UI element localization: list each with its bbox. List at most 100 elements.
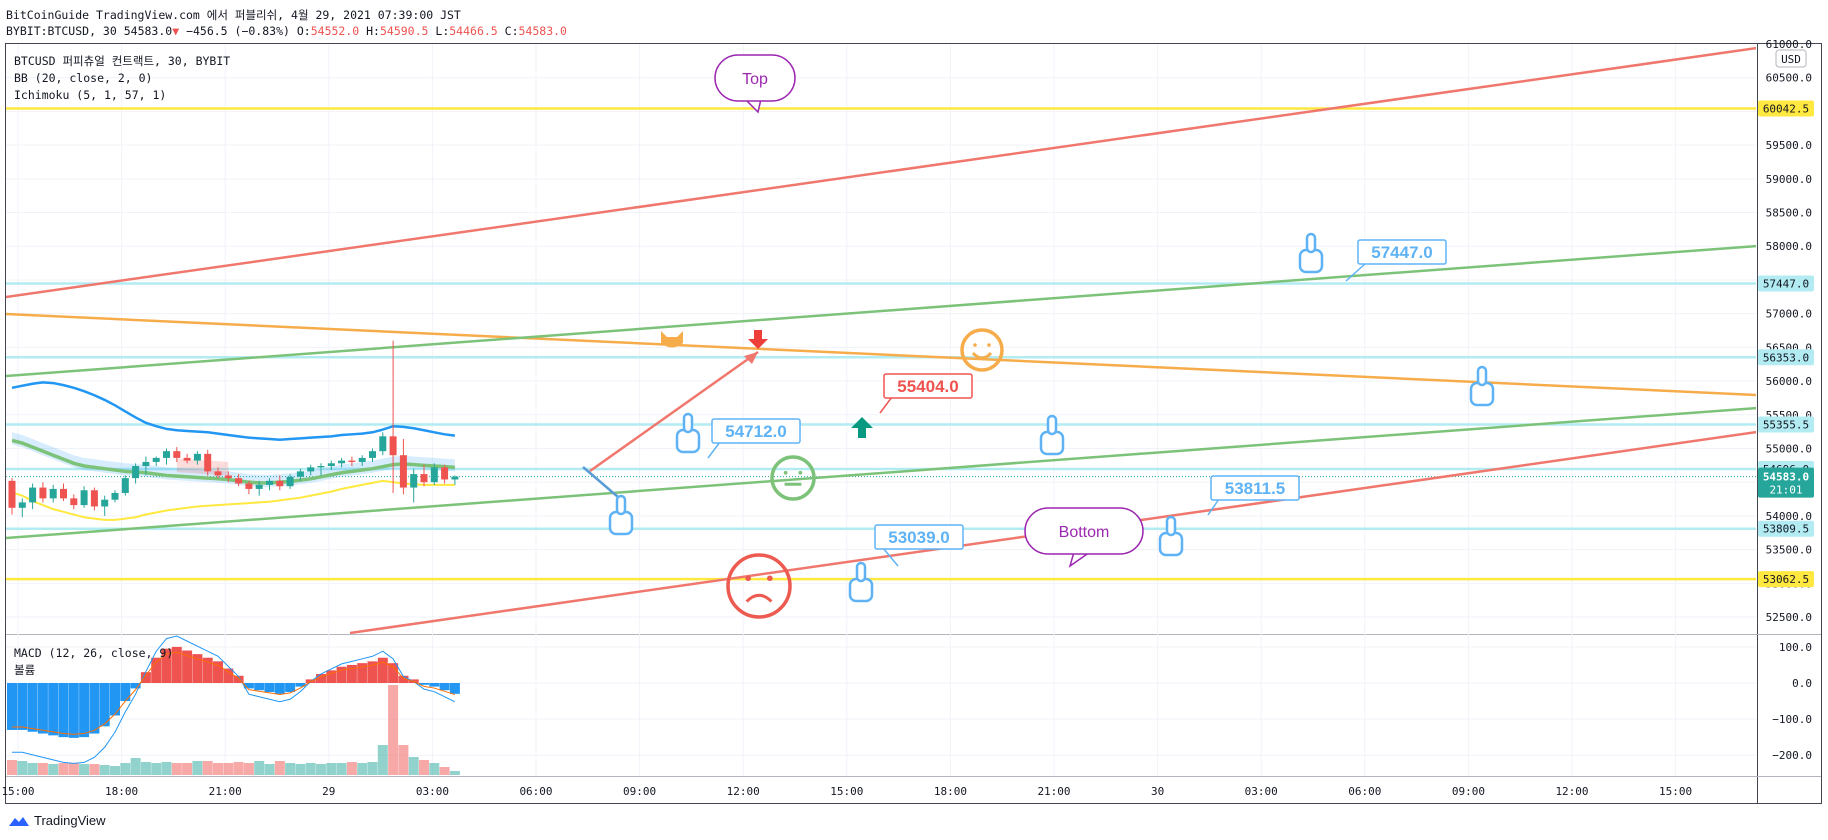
- hand-icon-3-palm: [848, 577, 874, 603]
- hand-icon-7-finger: [1476, 365, 1488, 387]
- volume-bar: [398, 745, 409, 775]
- legend-bb: BB (20, close, 2, 0): [14, 71, 152, 85]
- time-tick-label: 09:00: [1452, 785, 1485, 798]
- high-label: H:: [366, 24, 380, 38]
- macd-tick-label: −100.0: [1772, 713, 1812, 726]
- callout-54712: 54712.0: [725, 422, 786, 441]
- top-bubble-shape: [714, 54, 796, 102]
- macd-hist-bar: [89, 683, 100, 734]
- callout-53811-pointer: [1207, 498, 1220, 516]
- bollinger-bands: [11, 381, 456, 521]
- price-label-box: [1758, 100, 1814, 117]
- volume-bar: [367, 762, 378, 775]
- low-label: L:: [435, 24, 450, 38]
- candle: [121, 478, 129, 493]
- time-tick-label: 06:00: [519, 785, 552, 798]
- time-tick-label: 15:00: [830, 785, 863, 798]
- volume-bar: [182, 763, 193, 775]
- candle: [441, 467, 449, 480]
- candle: [235, 478, 243, 484]
- macd-hist-bar: [171, 646, 182, 683]
- callout-53039: 53039.0: [888, 528, 949, 547]
- candle: [317, 465, 325, 468]
- candle: [173, 451, 181, 458]
- currency-badge: [1775, 49, 1807, 68]
- candles: [8, 340, 459, 518]
- bottom-bubble: Bottom: [1059, 524, 1110, 541]
- price-label-box: [1758, 467, 1814, 498]
- callout-55404-pointer: [879, 396, 893, 414]
- price-label-box: [1758, 520, 1814, 537]
- macd-hist-bar: [140, 672, 151, 683]
- macd-hist-bar: [367, 661, 378, 683]
- time-axis: 15:00 18:00 21:00 29 03:00 06:00 09:00 12:00 15:…: [1, 785, 1692, 798]
- macd-hist-bar: [161, 648, 172, 683]
- macd-hist-bar: [419, 683, 429, 685]
- callout-53039-pointer: [882, 547, 899, 567]
- time-tick-label: 29: [322, 785, 335, 798]
- hand-icon-1-finger: [615, 494, 627, 516]
- macd-hist-bar: [243, 683, 254, 689]
- callout-57447: 57447.0: [1371, 243, 1432, 262]
- macd-hist-bar: [233, 675, 244, 683]
- currency-label: USD: [1781, 53, 1801, 66]
- macd-hist-bar: [388, 663, 399, 683]
- candle: [29, 487, 37, 503]
- tradingview-logo-icon: [9, 816, 29, 826]
- candle: [451, 476, 459, 480]
- volume-bar: [295, 764, 306, 775]
- price-label: 53809.5: [1763, 523, 1809, 536]
- macd-hist-bar: [37, 683, 48, 734]
- bb-basis-line: [11, 438, 456, 485]
- cat-shape: [661, 331, 683, 348]
- sad-face-icon-outline: [726, 553, 792, 619]
- price-tick-label: 59500.0: [1766, 139, 1812, 152]
- macd-hist-bar: [7, 683, 17, 730]
- callout-57447-box: [1357, 239, 1447, 265]
- macd-hist-bar: [223, 668, 234, 683]
- publisher-line: BitCoinGuide TradingView.com 에서 퍼블리쉬, 4월…: [6, 8, 461, 22]
- open-value: 54552.0: [310, 24, 360, 38]
- candle: [90, 490, 98, 507]
- hand-icon-6-palm: [1298, 248, 1324, 274]
- up-arrow-marker-icon: [851, 417, 873, 438]
- volume-bar: [429, 763, 440, 775]
- orange-trendline: [6, 312, 1756, 397]
- candle: [152, 457, 160, 462]
- candle: [80, 490, 88, 506]
- time-tick-label: 15:00: [1659, 785, 1692, 798]
- neutral-face-icon-outline: [770, 455, 816, 501]
- volume-bar: [377, 745, 388, 775]
- volume-bar: [233, 762, 244, 775]
- legend-volume: 볼륨: [14, 663, 35, 677]
- volume-bar: [223, 763, 234, 775]
- hand-icon-6-finger: [1305, 232, 1317, 254]
- hand-icon-1-palm: [608, 510, 634, 536]
- price-label: 56353.0: [1763, 351, 1809, 364]
- price-label-box: [1758, 275, 1814, 292]
- candle: [338, 460, 346, 464]
- volume-bar: [202, 761, 213, 775]
- volume-bar: [151, 763, 162, 775]
- price-tick-label: 60500.0: [1766, 72, 1812, 85]
- hand-icon-4: [1039, 414, 1065, 456]
- sad-face-icon: [726, 553, 792, 619]
- volume-bar: [316, 764, 326, 775]
- happy-face-icon: [960, 328, 1004, 372]
- hand-icon-1: [608, 494, 634, 536]
- candle: [8, 480, 16, 508]
- candle: [420, 474, 428, 483]
- volume-bar: [264, 764, 275, 775]
- candle: [163, 451, 170, 458]
- hand-icon-4-palm: [1039, 430, 1065, 456]
- macd-hist-bar: [429, 683, 440, 687]
- macd-hist-bar: [151, 657, 162, 683]
- candle: [410, 474, 418, 488]
- time-tick-label: 03:00: [416, 785, 449, 798]
- volume-bar: [68, 763, 79, 775]
- time-tick-label: 06:00: [1348, 785, 1381, 798]
- hand-icon-3: [848, 561, 874, 603]
- time-tick-label: 03:00: [1245, 785, 1278, 798]
- hand-icon-6: [1298, 232, 1324, 274]
